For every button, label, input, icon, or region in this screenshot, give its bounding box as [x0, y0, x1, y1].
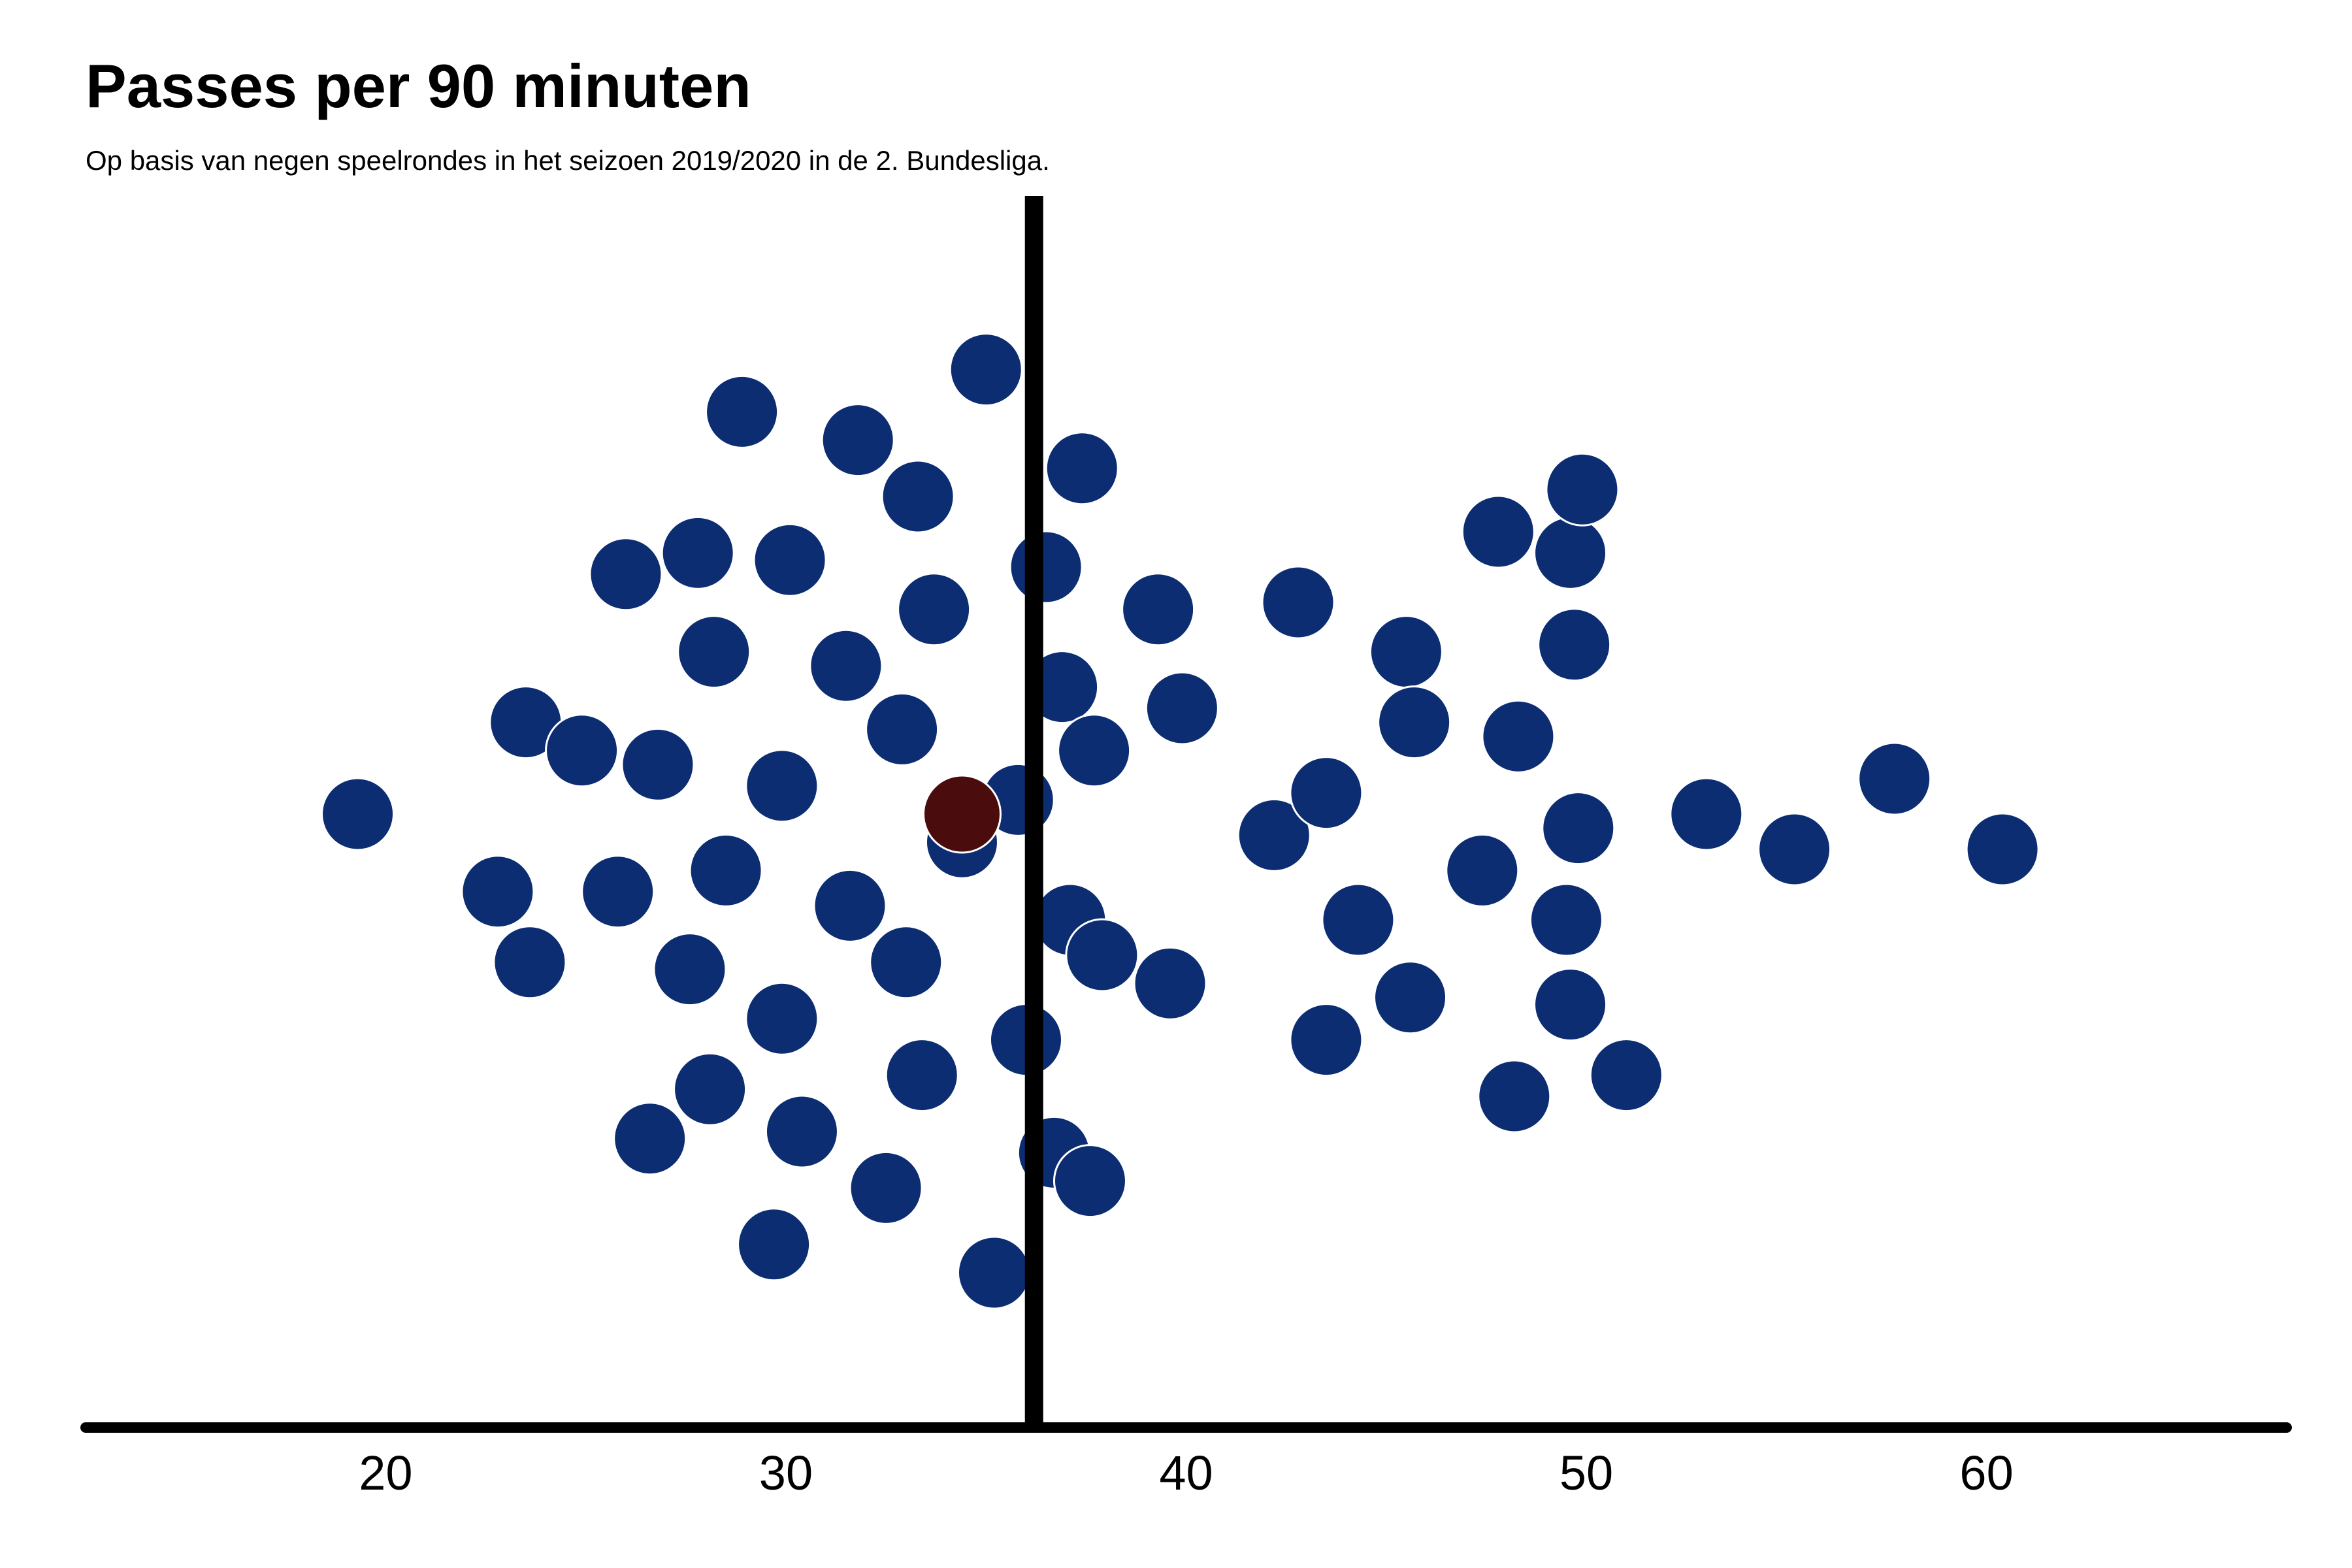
data-point	[849, 1151, 923, 1225]
data-point	[1481, 699, 1556, 774]
data-point	[621, 727, 695, 802]
data-point	[545, 713, 619, 788]
data-point	[677, 615, 751, 689]
x-axis-ticks: 20 30 40 50 60	[359, 1446, 2013, 1500]
data-point	[1965, 812, 2040, 887]
data-point	[1373, 960, 1448, 1035]
data-point	[764, 1094, 839, 1169]
data-point	[821, 403, 895, 478]
data-point	[745, 749, 819, 823]
highlighted-point	[922, 774, 1002, 854]
data-point	[1261, 565, 1335, 640]
data-point	[1237, 798, 1311, 872]
data-point	[613, 1102, 687, 1176]
data-point	[1445, 833, 1520, 907]
data-point	[881, 459, 955, 534]
highlight-layer	[922, 774, 1002, 854]
data-point	[461, 855, 535, 929]
data-point	[869, 925, 943, 1000]
data-point	[897, 572, 972, 647]
data-point	[653, 932, 727, 1007]
data-point	[1533, 515, 1608, 590]
data-point	[1009, 530, 1083, 604]
data-point	[1289, 1003, 1364, 1077]
data-point	[1669, 777, 1744, 851]
data-point	[1369, 615, 1443, 689]
data-point	[1289, 756, 1364, 830]
data-point	[1529, 883, 1603, 957]
data-point	[865, 692, 939, 766]
x-tick-label: 40	[1159, 1446, 1213, 1500]
data-point	[1045, 431, 1119, 506]
data-point	[1065, 918, 1139, 992]
data-point	[1477, 1059, 1552, 1134]
data-point	[1533, 968, 1608, 1042]
data-point	[1133, 946, 1207, 1021]
chart-subtitle: Op basis van negen speelrondes in het se…	[86, 145, 1050, 176]
data-point	[493, 925, 567, 1000]
x-tick-label: 50	[1560, 1446, 1613, 1500]
data-point	[956, 1235, 1031, 1310]
data-point	[1589, 1038, 1663, 1113]
data-point	[1541, 791, 1616, 866]
data-point	[1321, 883, 1396, 957]
x-tick-label: 30	[759, 1446, 813, 1500]
data-point	[1053, 1144, 1127, 1218]
data-point	[1537, 608, 1612, 682]
data-point	[753, 523, 827, 597]
data-point	[689, 833, 763, 907]
data-point	[1461, 495, 1535, 569]
data-point	[1377, 685, 1452, 760]
data-point	[1545, 452, 1620, 527]
data-point	[809, 629, 883, 703]
data-point	[673, 1052, 747, 1126]
chart-title: Passes per 90 minuten	[86, 52, 751, 120]
data-point	[1145, 671, 1219, 745]
data-point	[1757, 812, 1832, 887]
data-point	[949, 333, 1023, 407]
data-point	[581, 855, 655, 929]
x-tick-label: 60	[1959, 1446, 2013, 1500]
data-point	[705, 374, 779, 449]
data-point	[589, 537, 663, 612]
data-point	[885, 1038, 959, 1113]
data-point	[1121, 572, 1196, 647]
data-point	[1857, 742, 1932, 816]
x-tick-label: 20	[359, 1446, 412, 1500]
data-point	[737, 1207, 811, 1282]
data-point	[321, 777, 395, 851]
data-point	[745, 981, 819, 1056]
data-point	[813, 868, 887, 943]
data-point	[1057, 713, 1132, 788]
data-point	[661, 515, 735, 590]
points-layer	[321, 333, 2040, 1310]
